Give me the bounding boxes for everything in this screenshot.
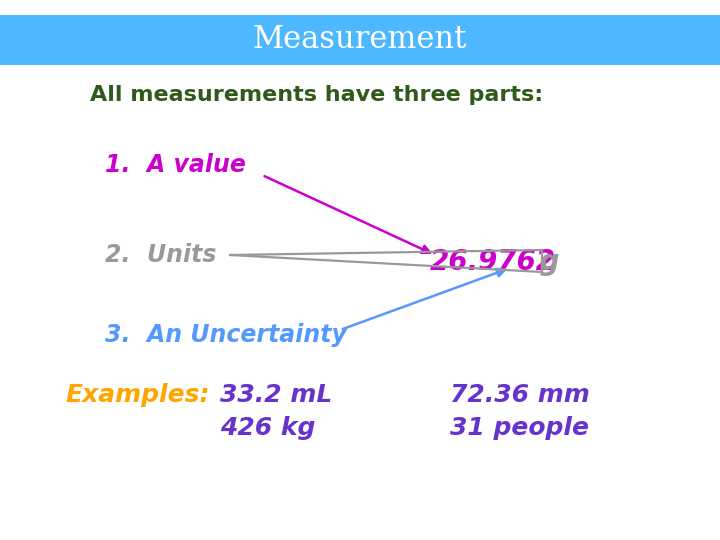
Text: g: g — [530, 248, 559, 276]
Text: Measurement: Measurement — [253, 24, 467, 56]
Text: 3.  An Uncertainty: 3. An Uncertainty — [105, 323, 347, 347]
Text: 426 kg: 426 kg — [220, 416, 315, 440]
Text: 33.2 mL: 33.2 mL — [220, 383, 332, 407]
Text: 1.  A value: 1. A value — [105, 153, 246, 177]
Bar — [0, 15, 720, 65]
Text: All measurements have three parts:: All measurements have three parts: — [90, 85, 543, 105]
Text: 26.9762: 26.9762 — [430, 248, 556, 276]
Text: 2.  Units: 2. Units — [105, 243, 217, 267]
Text: Examples:: Examples: — [65, 383, 210, 407]
Text: 31 people: 31 people — [450, 416, 589, 440]
Text: 72.36 mm: 72.36 mm — [450, 383, 590, 407]
